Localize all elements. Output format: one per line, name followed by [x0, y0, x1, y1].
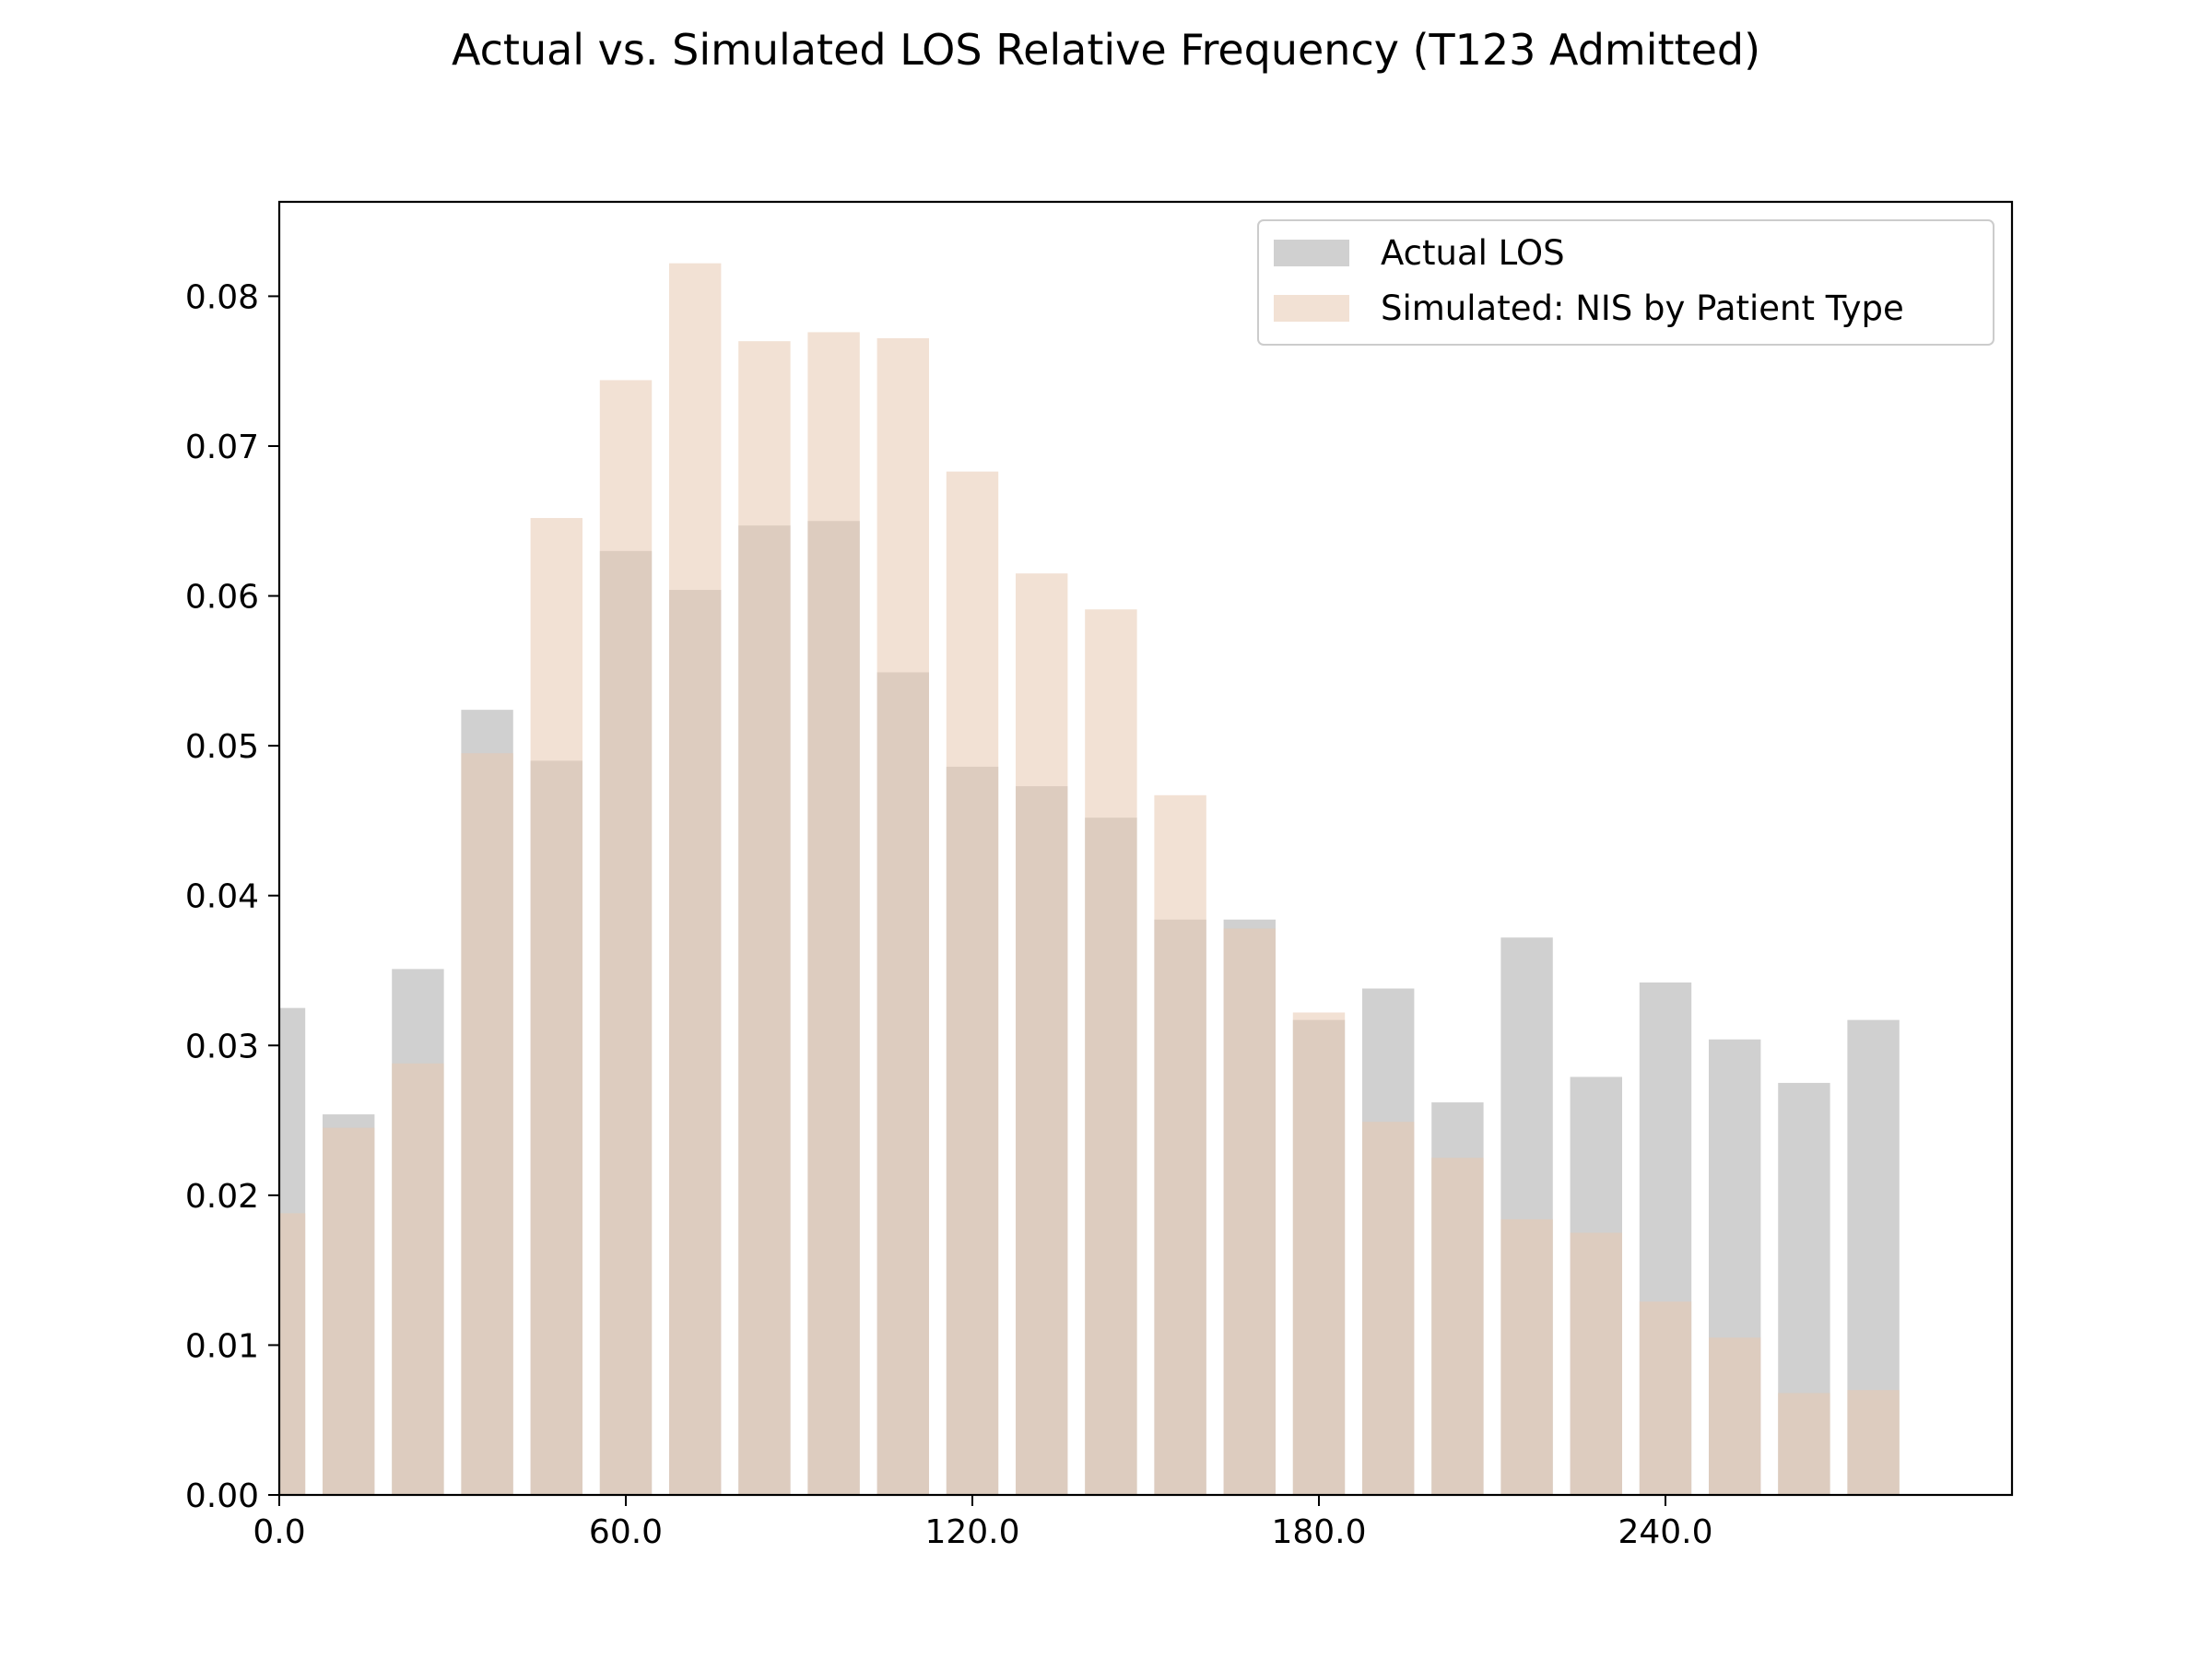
y-tick-label: 0.08	[185, 278, 259, 316]
bar-simulated-15	[1292, 1012, 1346, 1495]
bar-simulated-14	[1223, 928, 1276, 1495]
y-tick-label: 0.02	[185, 1178, 259, 1216]
bar-simulated-23	[1847, 1390, 1900, 1495]
bar-simulated-18	[1500, 1218, 1553, 1495]
bar-simulated-6	[669, 263, 722, 1495]
y-tick-label: 0.03	[185, 1028, 259, 1065]
bar-simulated-0	[279, 1213, 306, 1495]
x-tick-label: 180.0	[1271, 1513, 1366, 1551]
axes-layer: 0.0 60.0 120.0 180.0 240.00.000.010.020.030.…	[185, 200, 2014, 1551]
bars-layer	[279, 263, 1900, 1495]
legend-box	[1257, 219, 1994, 346]
bar-simulated-19	[1570, 1232, 1622, 1495]
x-tick-label: 240.0	[1618, 1513, 1712, 1551]
y-tick-label: 0.05	[185, 728, 259, 766]
bar-simulated-22	[1778, 1393, 1830, 1495]
bar-simulated-3	[461, 753, 513, 1495]
bar-simulated-13	[1154, 794, 1206, 1495]
y-tick-label: 0.06	[185, 579, 259, 617]
bar-simulated-20	[1639, 1301, 1692, 1495]
bar-simulated-5	[599, 380, 653, 1495]
x-tick-label: 120.0	[924, 1513, 1019, 1551]
bar-simulated-16	[1362, 1122, 1415, 1495]
bar-simulated-1	[323, 1127, 375, 1495]
legend-label-1: Simulated: NIS by Patient Type	[1381, 288, 1904, 328]
chart-title: Actual vs. Simulated LOS Relative Freque…	[452, 25, 1760, 75]
legend-swatch-0	[1274, 240, 1349, 266]
bar-simulated-4	[530, 518, 582, 1495]
legend-swatch-1	[1274, 295, 1349, 322]
plot-frame	[277, 200, 2014, 1497]
y-tick-label: 0.04	[185, 878, 259, 916]
y-tick-label: 0.00	[185, 1477, 259, 1515]
bar-simulated-9	[877, 337, 929, 1495]
bar-simulated-21	[1709, 1337, 1761, 1495]
y-tick-label: 0.07	[185, 429, 259, 466]
bar-simulated-11	[1016, 573, 1068, 1495]
y-tick-label: 0.01	[185, 1327, 259, 1365]
bar-simulated-2	[392, 1063, 444, 1495]
x-tick-label: 0.0	[253, 1513, 305, 1551]
series-simulated-nis	[279, 263, 1900, 1495]
bar-simulated-8	[807, 332, 860, 1495]
bar-simulated-17	[1431, 1158, 1484, 1495]
legend: Actual LOS Simulated: NIS by Patient Type	[1257, 219, 1994, 346]
x-tick-label: 60.0	[589, 1513, 663, 1551]
legend-label-0: Actual LOS	[1381, 233, 1565, 273]
bar-simulated-10	[946, 471, 999, 1495]
bar-simulated-7	[738, 341, 791, 1495]
bar-simulated-12	[1085, 609, 1137, 1495]
